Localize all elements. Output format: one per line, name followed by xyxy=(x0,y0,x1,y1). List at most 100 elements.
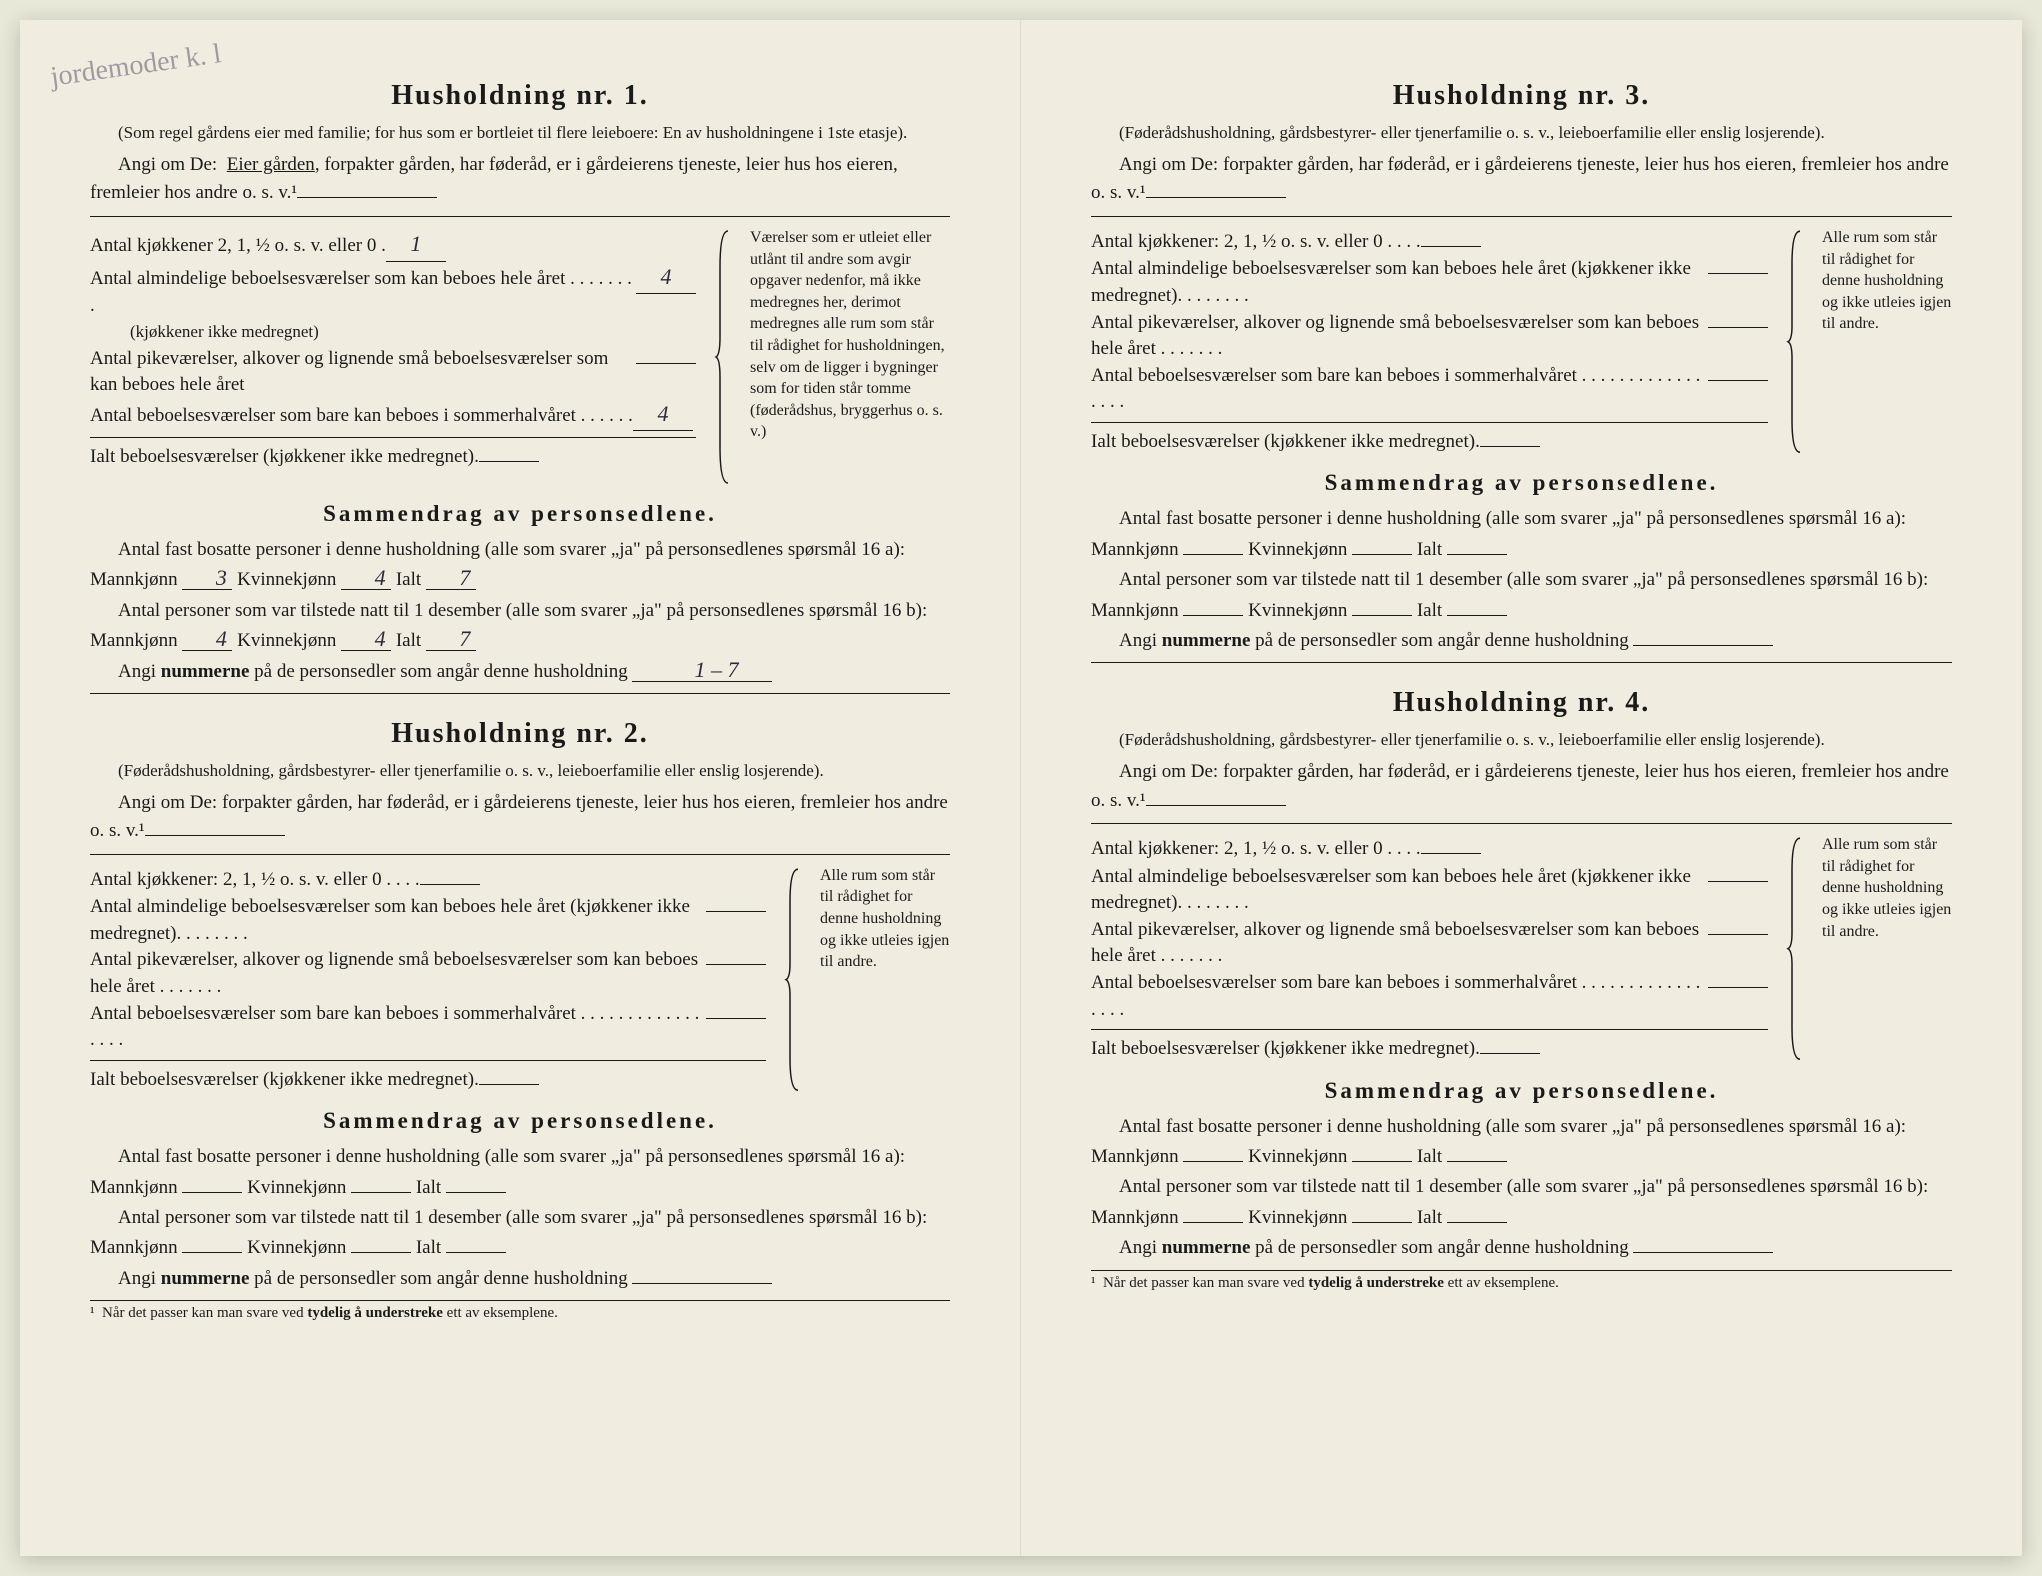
h1-subtitle: (Som regel gårdens eier med familie; for… xyxy=(90,122,950,145)
footnote-right: ¹ Når det passer kan man svare ved tydel… xyxy=(1091,1275,1952,1292)
h4-rule-1 xyxy=(1091,823,1952,824)
h3-summary-title: Sammendrag av personsedlene. xyxy=(1091,470,1952,496)
h4-instruct: Angi om De: forpakter gården, har føderå… xyxy=(1091,758,1952,815)
h4-subtitle: (Føderådshusholdning, gårdsbestyrer- ell… xyxy=(1091,729,1952,752)
h2-subtitle: (Føderådshusholdning, gårdsbestyrer- ell… xyxy=(90,760,950,783)
h3-rooms-note: Alle rum som står til rådighet for denne… xyxy=(1822,227,1952,456)
page-right: Husholdning nr. 3. (Føderådshusholdning,… xyxy=(1021,20,2022,1556)
h1-r3-value xyxy=(636,363,696,364)
h4-brace-icon xyxy=(1786,834,1804,1063)
h2-s2: Antal personer som var tilstede natt til… xyxy=(90,1203,950,1264)
h1-end-rule xyxy=(90,693,950,694)
footnote-left: ¹ Når det passer kan man svare ved tydel… xyxy=(90,1305,950,1322)
h4-s1-k xyxy=(1352,1161,1412,1162)
h1-s2-kv-label: Kvinnekjønn xyxy=(237,630,336,651)
h3-rooms-left: Antal kjøkkener: 2, 1, ½ o. s. v. eller … xyxy=(1091,227,1768,456)
h4-s2-kv-label: Kvinnekjønn xyxy=(1248,1207,1347,1228)
household-1: Husholdning nr. 1. (Som regel gårdens ei… xyxy=(90,80,950,694)
h1-r3-label: Antal pikeværelser, alkover og lignende … xyxy=(90,346,636,399)
h1-r4-value: 4 xyxy=(633,399,693,431)
h4-s2-m xyxy=(1183,1222,1243,1223)
h2-instr-fill xyxy=(145,835,285,836)
h2-brace-icon xyxy=(784,865,802,1094)
h3-s2-m xyxy=(1183,615,1243,616)
h3-instr-fill xyxy=(1146,197,1286,198)
h2-rooms: Antal kjøkkener: 2, 1, ½ o. s. v. eller … xyxy=(90,865,950,1094)
h1-r1-value: 1 xyxy=(386,227,446,262)
h2-end-rule xyxy=(90,1300,950,1301)
h2-r3-value xyxy=(706,964,766,965)
h4-instr-fill xyxy=(1146,805,1286,806)
h2-s1-m xyxy=(182,1192,242,1193)
h4-rooms: Antal kjøkkener: 2, 1, ½ o. s. v. eller … xyxy=(1091,834,1952,1063)
h2-instruct-text: Angi om De: forpakter gården, har føderå… xyxy=(90,792,948,842)
h2-summary-title: Sammendrag av personsedlene. xyxy=(90,1108,950,1134)
h3-r3-value xyxy=(1708,327,1768,328)
h1-s1-ialt-label: Ialt xyxy=(396,569,421,590)
h1-rooms-rule xyxy=(90,437,696,438)
h4-rt-label: Ialt beboelsesværelser (kjøkkener ikke m… xyxy=(1091,1034,1480,1063)
h2-s2-m xyxy=(182,1252,242,1253)
h1-title: Husholdning nr. 1. xyxy=(90,80,950,112)
h1-r2-sub: (kjøkkener ikke medregnet) xyxy=(90,319,696,345)
h3-instruct-text: Angi om De: forpakter gården, har føderå… xyxy=(1091,154,1949,204)
h1-s2-m: 4 xyxy=(182,628,232,651)
h1-r2-label: Antal almindelige beboelsesværelser som … xyxy=(90,266,636,319)
h3-rt-value xyxy=(1480,446,1540,447)
h1-instruct: Angi om De: Eier gården, forpakter gårde… xyxy=(90,151,950,208)
h2-snums-value xyxy=(632,1283,772,1284)
h3-s2-i xyxy=(1447,615,1507,616)
h3-s2: Antal personer som var tilstede natt til… xyxy=(1091,565,1952,626)
h1-s2: Antal personer som var tilstede natt til… xyxy=(90,596,950,657)
h4-snums: Angi nummerne på de personsedler som ang… xyxy=(1091,1233,1952,1263)
h1-s1-kv-label: Kvinnekjønn xyxy=(237,569,336,590)
household-2: Husholdning nr. 2. (Føderådshusholdning,… xyxy=(90,718,950,1322)
h2-s1: Antal fast bosatte personer i denne hush… xyxy=(90,1142,950,1203)
h4-r4-value xyxy=(1708,987,1768,988)
h3-rooms: Antal kjøkkener: 2, 1, ½ o. s. v. eller … xyxy=(1091,227,1952,456)
h4-s2-ialt-label: Ialt xyxy=(1417,1207,1442,1228)
h1-r2-value: 4 xyxy=(636,262,696,294)
h1-rooms: Antal kjøkkener 2, 1, ½ o. s. v. eller 0… xyxy=(90,227,950,487)
page-left: jordemoder k. l Husholdning nr. 1. (Som … xyxy=(20,20,1021,1556)
h3-snums: Angi nummerne på de personsedler som ang… xyxy=(1091,626,1952,656)
h1-s2-ialt-label: Ialt xyxy=(396,630,421,651)
h1-r4-label: Antal beboelsesværelser som bare kan beb… xyxy=(90,403,633,430)
h4-r2-value xyxy=(1708,881,1768,882)
h2-s1-k xyxy=(351,1192,411,1193)
h2-r2-value xyxy=(706,911,766,912)
h1-s1: Antal fast bosatte personer i denne hush… xyxy=(90,535,950,596)
h2-s2-kv-label: Kvinnekjønn xyxy=(247,1237,346,1258)
h2-instruct: Angi om De: forpakter gården, har føderå… xyxy=(90,789,950,846)
h1-s1-m: 3 xyxy=(182,567,232,590)
h1-s1-k: 4 xyxy=(341,567,391,590)
h4-s2-i xyxy=(1447,1222,1507,1223)
h1-s2-i: 7 xyxy=(426,628,476,651)
h3-title: Husholdning nr. 3. xyxy=(1091,80,1952,112)
h2-r4-value xyxy=(706,1018,766,1019)
h3-s1: Antal fast bosatte personer i denne hush… xyxy=(1091,504,1952,565)
h3-snums-value xyxy=(1633,645,1773,646)
h4-rooms-rule xyxy=(1091,1029,1768,1030)
h1-snums-value: 1 – 7 xyxy=(632,659,772,682)
h4-r1-label: Antal kjøkkener: 2, 1, ½ o. s. v. eller … xyxy=(1091,834,1421,863)
h1-s2-k: 4 xyxy=(341,628,391,651)
h1-rt-value xyxy=(479,461,539,462)
h3-subtitle: (Føderådshusholdning, gårdsbestyrer- ell… xyxy=(1091,122,1952,145)
h4-r3-value xyxy=(1708,934,1768,935)
document-spread: jordemoder k. l Husholdning nr. 1. (Som … xyxy=(20,20,2022,1556)
h4-summary-title: Sammendrag av personsedlene. xyxy=(1091,1078,1952,1104)
h4-s1-text: Antal fast bosatte personer i denne hush… xyxy=(1091,1116,1906,1167)
h2-r2-label: Antal almindelige beboelsesværelser som … xyxy=(90,894,706,947)
h4-r3-label: Antal pikeværelser, alkover og lignende … xyxy=(1091,917,1708,970)
h3-r1-label: Antal kjøkkener: 2, 1, ½ o. s. v. eller … xyxy=(1091,227,1421,256)
h1-s1-i: 7 xyxy=(426,567,476,590)
h4-instruct-text: Angi om De: forpakter gården, har føderå… xyxy=(1091,761,1949,811)
h3-instruct: Angi om De: forpakter gården, har føderå… xyxy=(1091,151,1952,208)
h1-snums: Angi nummerne på de personsedler som ang… xyxy=(90,657,950,687)
h1-brace-icon xyxy=(714,227,732,487)
h2-r4-label: Antal beboelsesværelser som bare kan beb… xyxy=(90,1001,706,1054)
h3-r1-value xyxy=(1421,246,1481,247)
h4-rt-value xyxy=(1480,1053,1540,1054)
h2-r3-label: Antal pikeværelser, alkover og lignende … xyxy=(90,947,706,1000)
